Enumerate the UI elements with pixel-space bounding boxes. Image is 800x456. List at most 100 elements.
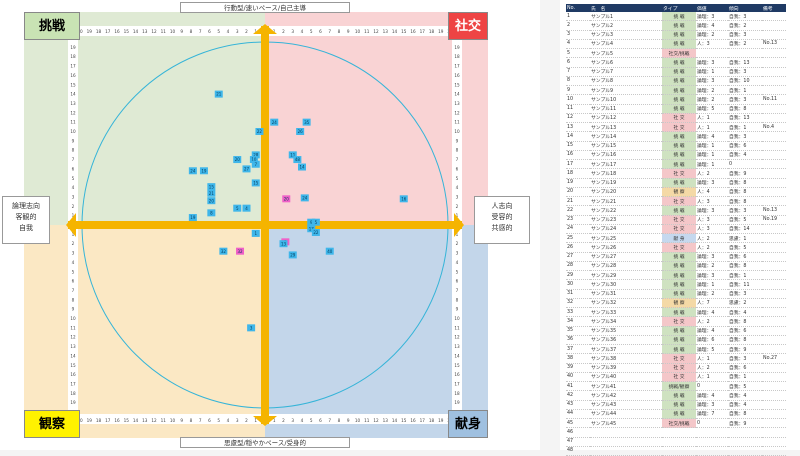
cell-trend: 自我：8 (728, 196, 762, 207)
cell-type: 社交/挑戦 (662, 418, 696, 429)
y-tick-label: 13 (70, 344, 76, 349)
cell-value: 人：2 (696, 242, 728, 253)
x-tick-label: 7 (328, 29, 331, 34)
x-tick-label: 5 (217, 418, 220, 423)
cell-value: 人：2 (696, 363, 728, 373)
y-tick-label: 10 (454, 316, 460, 321)
y-tick-label: 8 (72, 297, 75, 302)
y-tick-label: 5 (72, 269, 75, 274)
cell-trend: 自我：3 (728, 289, 762, 299)
cell-no: 28 (566, 261, 590, 272)
cell-note (762, 12, 786, 22)
x-tick-label: 12 (373, 418, 379, 423)
data-point-label: 32 (237, 249, 243, 254)
cell-type: 挑 戦 (662, 307, 696, 318)
data-point-marker (296, 128, 305, 135)
cell-no: 45 (566, 418, 590, 429)
cell-note (762, 400, 786, 410)
data-point-marker (188, 167, 197, 175)
x-tick-label: 14 (392, 418, 398, 423)
data-point: 3 (247, 324, 256, 332)
y-tick-label: 19 (454, 45, 460, 50)
y-tick-label: 17 (454, 381, 460, 386)
cell-note: No.11 (762, 94, 786, 105)
cell-no: 46 (566, 427, 590, 438)
axis-arrow-top (253, 24, 277, 34)
y-tick-label: 7 (72, 288, 75, 293)
cell-value: 論理：1 (696, 141, 728, 151)
vertical-axis-bar (261, 26, 269, 424)
table-row: 31 サンプル31 挑 戦論理：2 自我：3 (566, 289, 786, 299)
axis-label-right: 人志向 受容的 共感的 (474, 196, 530, 244)
cell-trend: 自我：8 (728, 104, 762, 114)
cell-type (662, 427, 696, 438)
cell-no: 14 (566, 131, 590, 142)
y-tick-label: 17 (454, 64, 460, 69)
cell-no: 41 (566, 381, 590, 392)
data-point: 20 (207, 197, 216, 205)
cell-value: 論理：6 (696, 335, 728, 346)
cell-note (762, 418, 786, 429)
cell-type: 挑戦/観察 (662, 381, 696, 392)
data-point-label: 11 (290, 152, 296, 157)
data-point-label: 24 (272, 120, 278, 125)
cell-type: 社 交 (662, 316, 696, 327)
cell-value: 人：3 (696, 224, 728, 235)
header-note: 備考 (762, 4, 786, 12)
cell-type: 挑 戦 (662, 94, 696, 105)
cell-name: サンプル14 (590, 131, 662, 142)
cell-no: 44 (566, 409, 590, 420)
y-tick-label: 4 (456, 260, 459, 265)
x-tick-label: 3 (236, 29, 239, 34)
cell-value: 人：3 (696, 39, 728, 50)
x-tick-label: 5 (310, 418, 313, 423)
y-tick-label: 15 (70, 82, 76, 87)
data-point: 16 (399, 195, 408, 203)
y-tick-label: 7 (456, 288, 459, 293)
x-tick-label: 19 (87, 418, 93, 423)
x-tick-label: 8 (338, 418, 341, 423)
cell-name: サンプル29 (590, 270, 662, 281)
cell-type: 挑 戦 (662, 131, 696, 142)
data-point: 22 (255, 128, 264, 135)
cell-type: 挑 戦 (662, 279, 696, 290)
x-tick-label: 7 (328, 418, 331, 423)
cell-value: 論理：3 (696, 252, 728, 262)
table-row: 3 サンプル3 挑 戦論理：2 自我：3 (566, 30, 786, 40)
cell-type: 社交/挑戦 (662, 48, 696, 59)
x-tick-label: 16 (410, 29, 416, 34)
y-tick-label: 10 (454, 129, 460, 134)
corner-label-devotion: 献身 (448, 410, 488, 438)
y-tick-label: 12 (70, 110, 76, 115)
cell-type: 観 察 (662, 298, 696, 309)
cell-value: 論理：5 (696, 104, 728, 114)
cell-value: 論理：5 (696, 344, 728, 355)
cell-name: サンプル30 (590, 279, 662, 290)
cell-no: 34 (566, 316, 590, 327)
cell-value: 論理：4 (696, 326, 728, 336)
cell-trend: 自我：4 (728, 400, 762, 410)
data-point-label: 24 (190, 168, 196, 173)
cell-name: サンプル2 (590, 20, 662, 31)
cell-trend: 自我：8 (728, 335, 762, 346)
cell-name: サンプル28 (590, 261, 662, 272)
table-row: 13 サンプル13 社 交人：1 自我：1 No.4 (566, 122, 786, 133)
table-row: 29 サンプル29 挑 戦論理：3 自我：1 (566, 270, 786, 281)
y-tick-label: 1 (72, 213, 75, 218)
table-header-row: No. 氏 名 タイプ 価値 傾向 備考 (566, 4, 786, 12)
table-row: 8 サンプル8 挑 戦論理：3 自我：10 (566, 76, 786, 87)
x-tick-label: 18 (96, 29, 102, 34)
cell-name: サンプル6 (590, 57, 662, 68)
cell-value (696, 48, 728, 59)
cell-value: 論理：1 (696, 67, 728, 77)
y-tick-label: 3 (72, 194, 75, 199)
y-tick-label: 6 (456, 166, 459, 171)
table-row: 42 サンプル42 挑 戦論理：4 自我：4 (566, 390, 786, 401)
cell-note: No.13 (762, 39, 786, 50)
cell-name: サンプル38 (590, 353, 662, 364)
cell-no: 20 (566, 187, 590, 198)
cell-no: 42 (566, 390, 590, 401)
data-point-marker (249, 156, 258, 164)
cell-trend: 自我：8 (728, 261, 762, 272)
data-point-marker (302, 118, 311, 126)
